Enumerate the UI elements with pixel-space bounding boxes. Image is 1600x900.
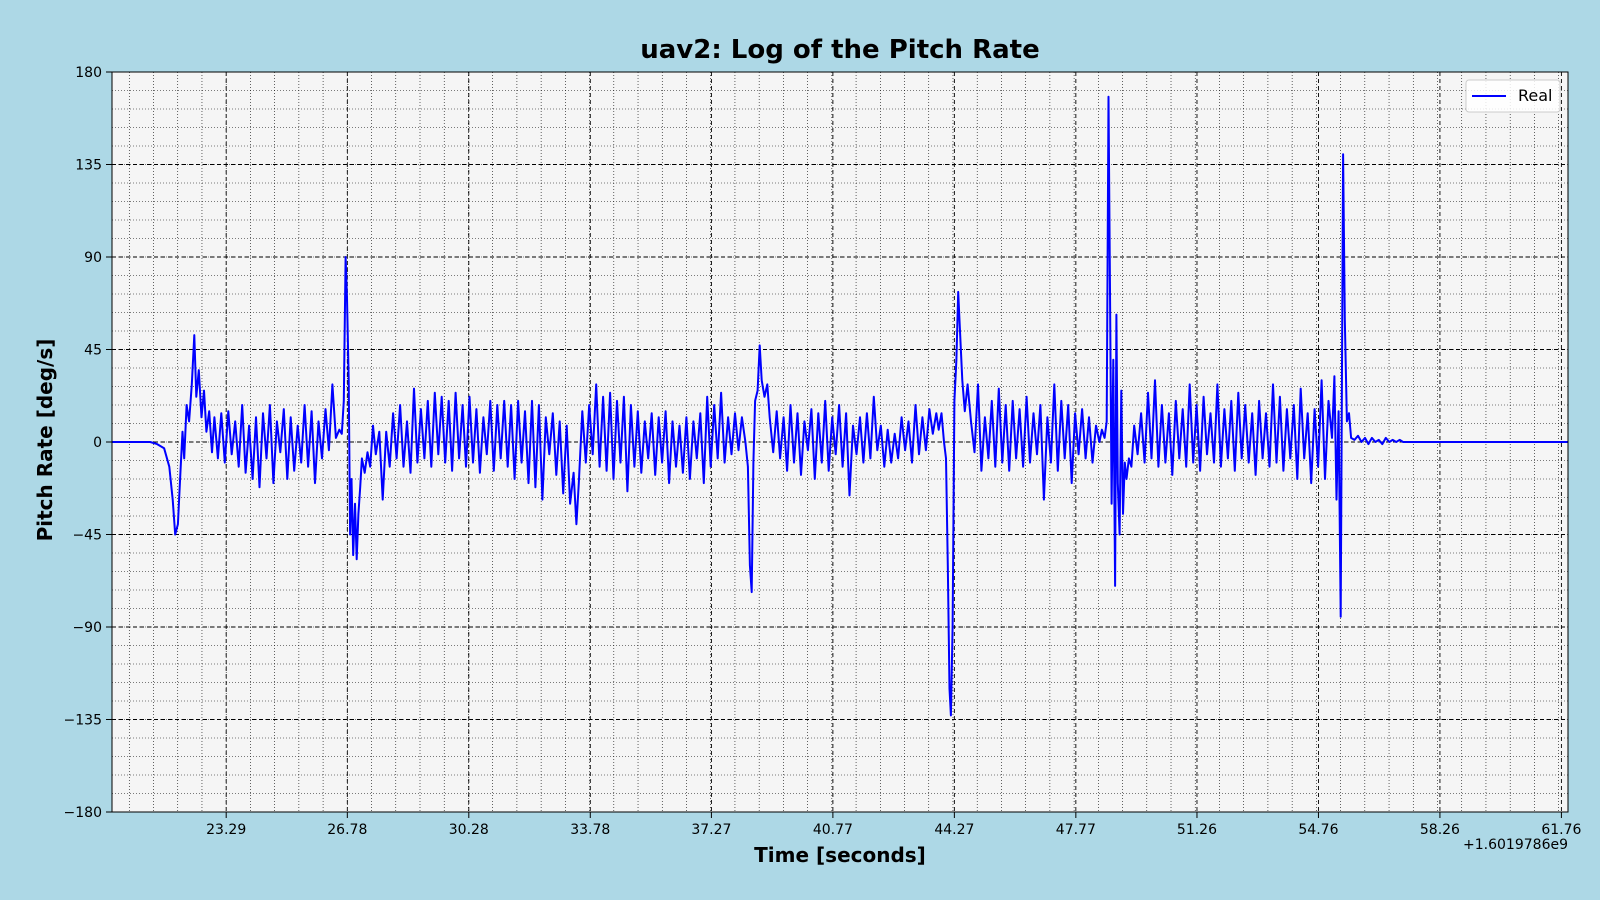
x-tick-label: 26.78 [327, 822, 367, 838]
legend-label: Real [1518, 86, 1553, 105]
y-tick-label: 135 [75, 158, 102, 174]
y-tick-label: 180 [75, 65, 102, 81]
x-tick-label: 58.26 [1420, 822, 1460, 838]
legend: Real [1465, 79, 1561, 113]
y-tick-label: −90 [72, 620, 102, 636]
y-tick-label: 0 [93, 435, 102, 451]
x-tick-label: 23.29 [206, 822, 246, 838]
x-tick-label: 37.27 [691, 822, 731, 838]
y-axis-label: Pitch Rate [deg/s] [33, 339, 57, 542]
x-axis-offset-label: +1.6019786e9 [1463, 837, 1568, 853]
y-tick-label: −135 [64, 713, 102, 729]
x-tick-label: 54.76 [1298, 822, 1338, 838]
x-tick-label: 51.26 [1177, 822, 1217, 838]
y-tick-label: 45 [84, 343, 102, 359]
x-axis-ticks: 23.29 26.78 30.28 33.78 37.27 40.77 44.27 47.77… [206, 812, 1582, 838]
y-axis-ticks: −180 −135 −90 −45 0 45 90 135 180 [64, 65, 112, 821]
x-tick-label: 47.77 [1056, 822, 1096, 838]
series-line-real [112, 95, 1568, 717]
x-axis-label: Time [seconds] [754, 843, 926, 867]
x-tick-label: 40.77 [813, 822, 853, 838]
y-tick-label: 90 [84, 250, 102, 266]
x-tick-label: 61.76 [1541, 822, 1581, 838]
x-tick-label: 44.27 [934, 822, 974, 838]
series-layer [112, 95, 1568, 717]
y-tick-label: −180 [64, 805, 102, 821]
x-tick-label: 33.78 [570, 822, 610, 838]
y-tick-label: −45 [72, 528, 102, 544]
x-tick-label: 30.28 [449, 822, 489, 838]
chart-title: uav2: Log of the Pitch Rate [640, 35, 1039, 65]
legend-box [1465, 79, 1561, 113]
